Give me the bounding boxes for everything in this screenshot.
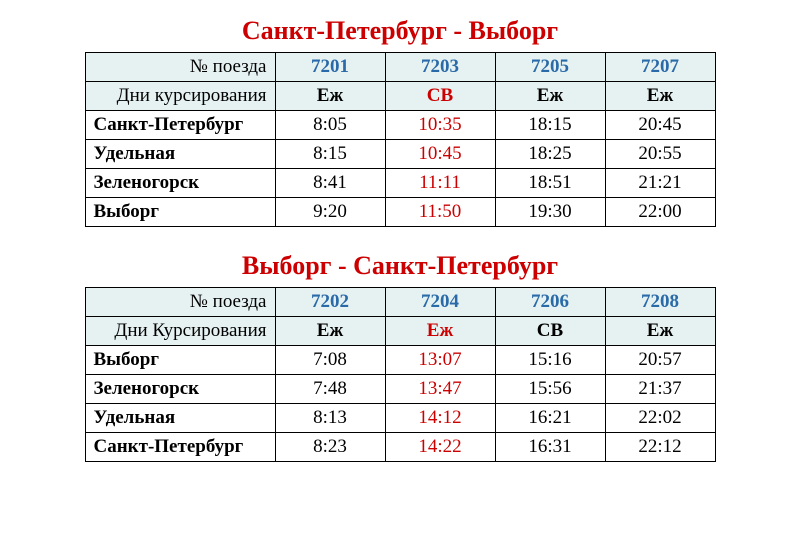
- days-value: Еж: [605, 317, 715, 346]
- time-cell: 8:41: [275, 169, 385, 198]
- station-name: Зеленогорск: [85, 169, 275, 198]
- train-number: 7206: [495, 288, 605, 317]
- table-row: Санкт-Петербург8:0510:3518:1520:45: [85, 111, 715, 140]
- time-cell: 18:25: [495, 140, 605, 169]
- station-name: Удельная: [85, 140, 275, 169]
- table-row: Удельная8:1510:4518:2520:55: [85, 140, 715, 169]
- days-value: Еж: [275, 82, 385, 111]
- days-label: Дни Курсирования: [85, 317, 275, 346]
- time-cell: 18:51: [495, 169, 605, 198]
- days-value: Еж: [495, 82, 605, 111]
- station-name: Зеленогорск: [85, 375, 275, 404]
- schedule-block: Выборг - Санкт-Петербург № поезда72027204…: [20, 251, 780, 462]
- time-cell: 9:20: [275, 198, 385, 227]
- time-cell: 22:02: [605, 404, 715, 433]
- time-cell: 21:21: [605, 169, 715, 198]
- days-value: Еж: [385, 317, 495, 346]
- time-cell: 14:22: [385, 433, 495, 462]
- schedule-title: Санкт-Петербург - Выборг: [20, 16, 780, 46]
- table-row: Зеленогорск7:4813:4715:5621:37: [85, 375, 715, 404]
- table-row: Выборг7:0813:0715:1620:57: [85, 346, 715, 375]
- train-number: 7207: [605, 53, 715, 82]
- time-cell: 16:21: [495, 404, 605, 433]
- time-cell: 18:15: [495, 111, 605, 140]
- days-label: Дни курсирования: [85, 82, 275, 111]
- train-number-label: № поезда: [85, 288, 275, 317]
- time-cell: 15:56: [495, 375, 605, 404]
- time-cell: 22:12: [605, 433, 715, 462]
- time-cell: 8:15: [275, 140, 385, 169]
- time-cell: 22:00: [605, 198, 715, 227]
- timetable: № поезда7201720372057207 Дни курсирования…: [85, 52, 716, 227]
- train-number-label: № поезда: [85, 53, 275, 82]
- time-cell: 7:08: [275, 346, 385, 375]
- table-row: Выборг9:2011:5019:3022:00: [85, 198, 715, 227]
- time-cell: 8:13: [275, 404, 385, 433]
- station-name: Санкт-Петербург: [85, 111, 275, 140]
- table-row: Санкт-Петербург8:2314:2216:3122:12: [85, 433, 715, 462]
- table-row: Удельная8:1314:1216:2122:02: [85, 404, 715, 433]
- train-number: 7204: [385, 288, 495, 317]
- train-number: 7205: [495, 53, 605, 82]
- time-cell: 11:11: [385, 169, 495, 198]
- days-value: СВ: [385, 82, 495, 111]
- time-cell: 20:55: [605, 140, 715, 169]
- station-name: Удельная: [85, 404, 275, 433]
- time-cell: 16:31: [495, 433, 605, 462]
- station-name: Санкт-Петербург: [85, 433, 275, 462]
- time-cell: 20:45: [605, 111, 715, 140]
- time-cell: 8:23: [275, 433, 385, 462]
- train-number: 7203: [385, 53, 495, 82]
- time-cell: 13:47: [385, 375, 495, 404]
- days-value: Еж: [605, 82, 715, 111]
- time-cell: 14:12: [385, 404, 495, 433]
- station-name: Выборг: [85, 198, 275, 227]
- train-number: 7208: [605, 288, 715, 317]
- schedule-title: Выборг - Санкт-Петербург: [20, 251, 780, 281]
- time-cell: 8:05: [275, 111, 385, 140]
- train-number: 7201: [275, 53, 385, 82]
- time-cell: 10:35: [385, 111, 495, 140]
- time-cell: 13:07: [385, 346, 495, 375]
- time-cell: 19:30: [495, 198, 605, 227]
- time-cell: 15:16: [495, 346, 605, 375]
- table-row: Зеленогорск8:4111:1118:5121:21: [85, 169, 715, 198]
- train-number: 7202: [275, 288, 385, 317]
- timetable: № поезда7202720472067208 Дни Курсирования…: [85, 287, 716, 462]
- time-cell: 21:37: [605, 375, 715, 404]
- time-cell: 10:45: [385, 140, 495, 169]
- days-value: Еж: [275, 317, 385, 346]
- station-name: Выборг: [85, 346, 275, 375]
- time-cell: 20:57: [605, 346, 715, 375]
- days-value: СВ: [495, 317, 605, 346]
- time-cell: 7:48: [275, 375, 385, 404]
- time-cell: 11:50: [385, 198, 495, 227]
- schedule-block: Санкт-Петербург - Выборг № поезда72017203…: [20, 16, 780, 227]
